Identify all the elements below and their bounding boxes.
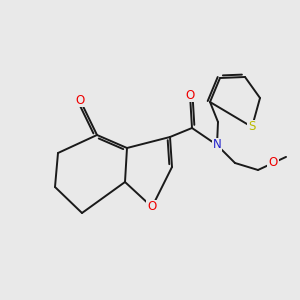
Text: N: N [213,139,221,152]
Text: O: O [147,200,157,214]
Text: O: O [268,157,278,169]
Text: S: S [248,121,256,134]
Text: O: O [75,94,85,106]
Text: O: O [185,88,195,101]
